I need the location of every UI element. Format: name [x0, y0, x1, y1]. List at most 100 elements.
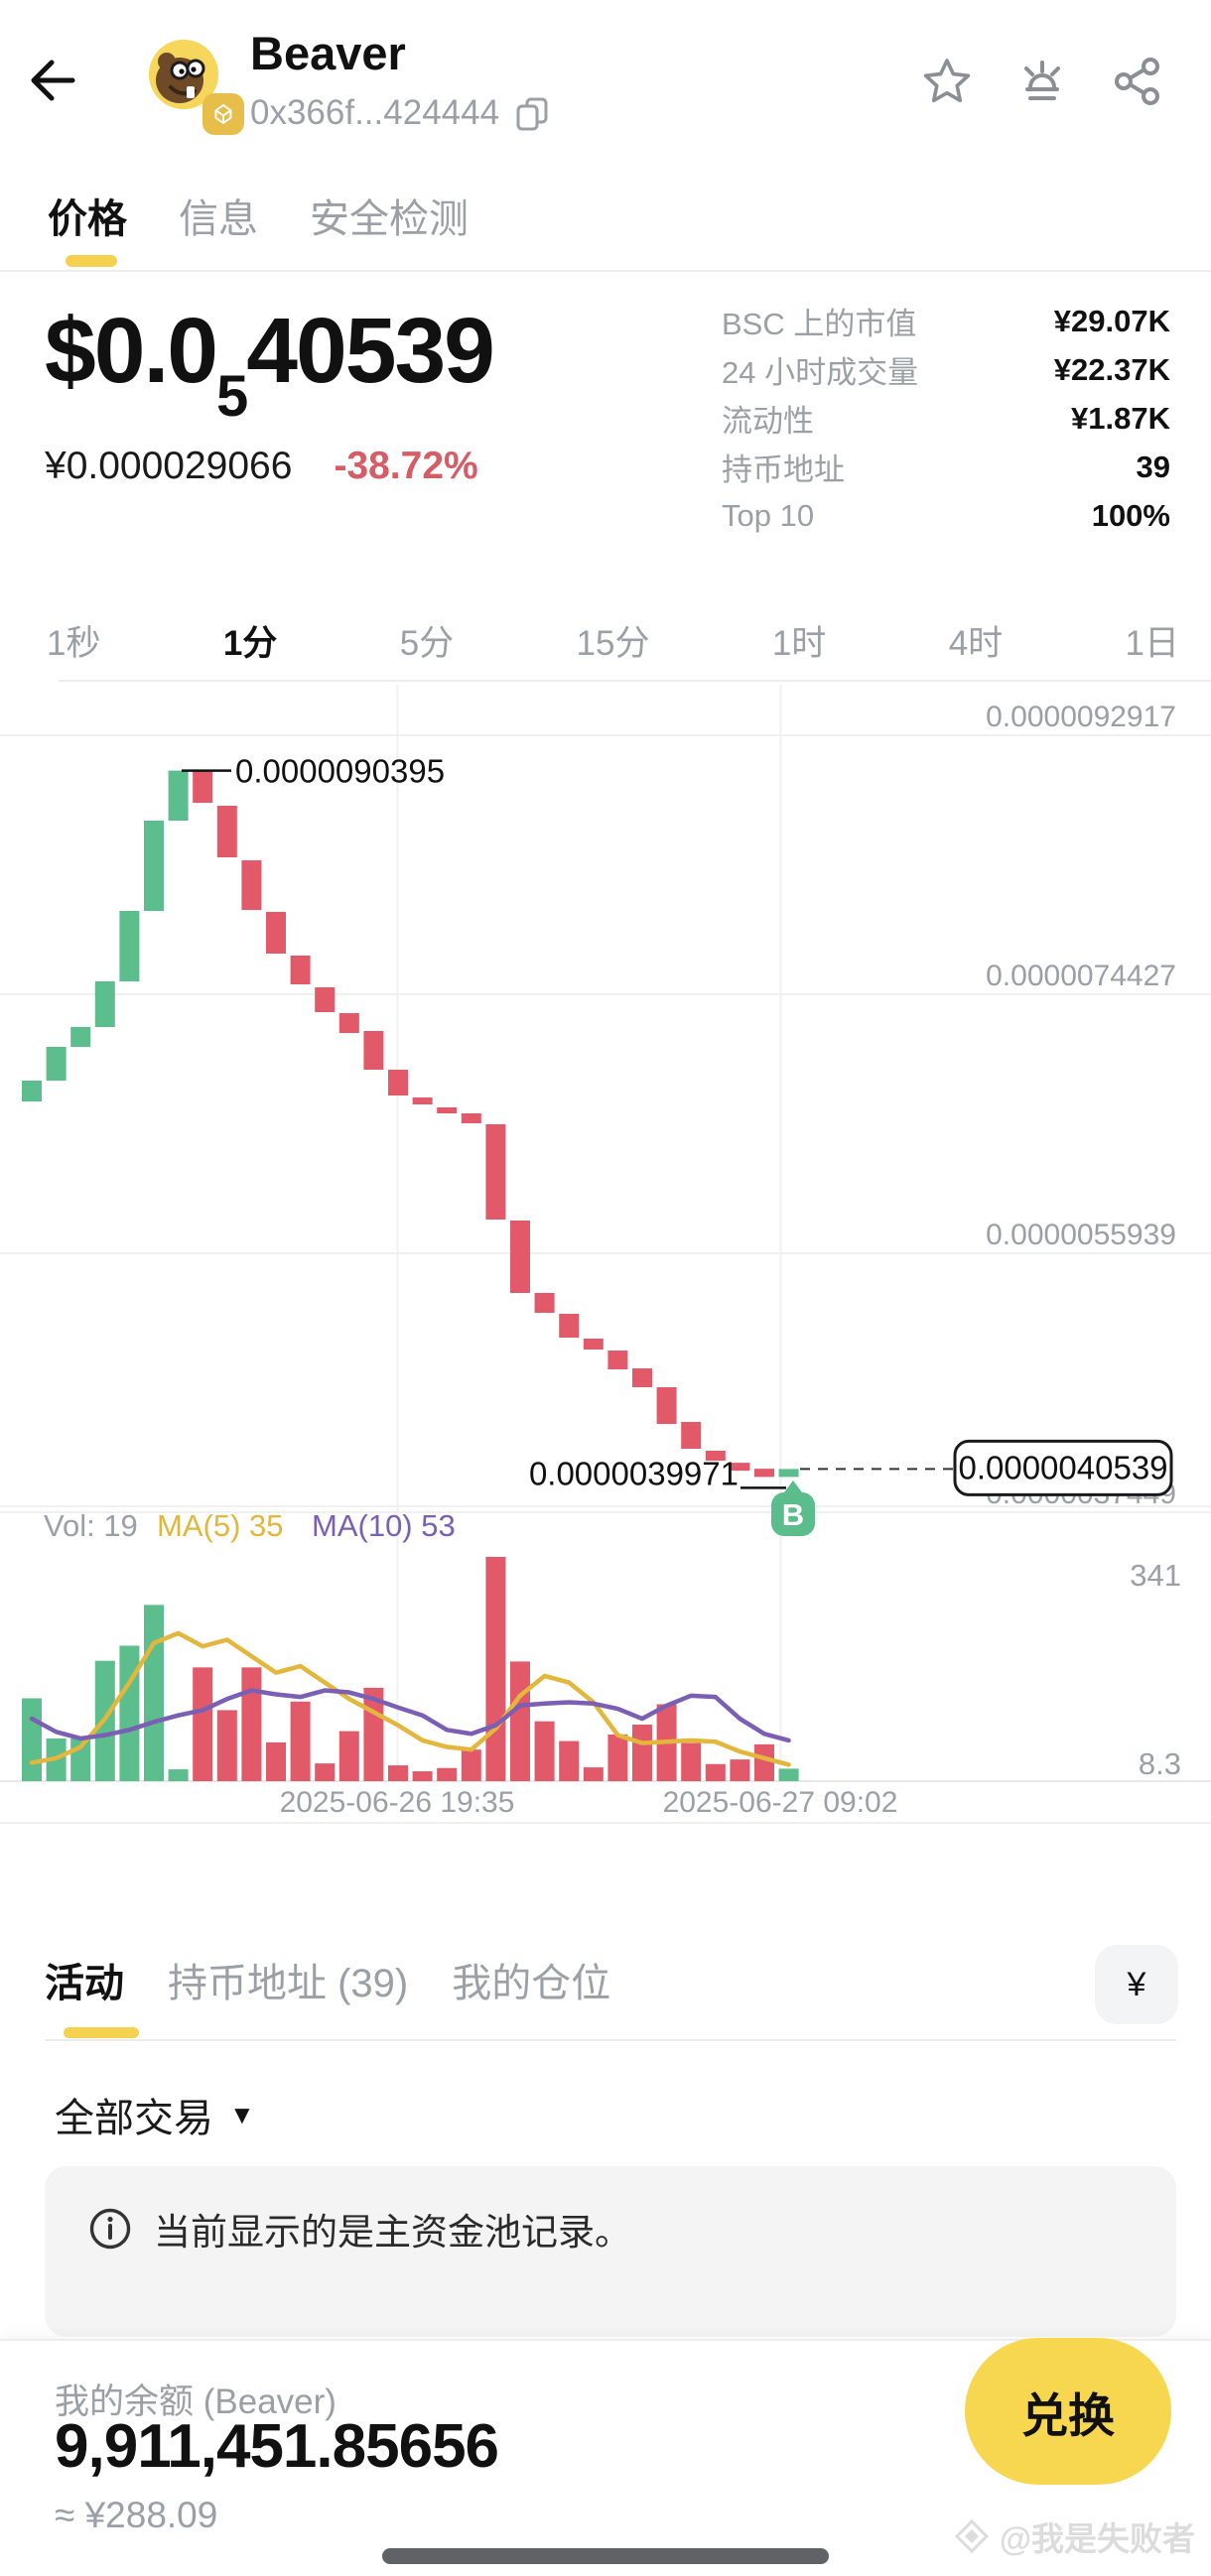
activity-tabs: 活动 持币地址 (39) 我的仓位: [45, 1951, 610, 2008]
timeframe-1m[interactable]: 1分: [222, 624, 278, 663]
volume-bar: [705, 1763, 726, 1781]
candle: [534, 1292, 555, 1313]
tab-price[interactable]: 价格: [48, 197, 127, 241]
home-indicator[interactable]: [382, 2548, 829, 2564]
high-annotation: 0.0000090395: [182, 753, 445, 790]
swap-button[interactable]: 兑换: [965, 2338, 1171, 2485]
volume-bar: [607, 1734, 628, 1781]
candle: [338, 1013, 359, 1034]
stat-holders: 持币地址 39: [722, 449, 1170, 488]
candle: [241, 860, 262, 911]
notice-text: 当前显示的是主资金池记录。: [154, 2212, 631, 2253]
beaver-logo-icon: [149, 40, 218, 109]
candle: [632, 1367, 652, 1387]
volume-bar: [778, 1768, 799, 1781]
candle: [510, 1221, 530, 1293]
cny-price: ¥0.000029066: [45, 445, 293, 487]
watermark: @我是失败者: [954, 2512, 1195, 2560]
svg-text:2025-06-27 09:02: 2025-06-27 09:02: [663, 1786, 898, 1819]
price-chart[interactable]: 0.0000092917 0.0000074427 0.0000055939 0.00…: [0, 685, 1211, 1826]
volume-axis-labels: 341 8.3: [1130, 1558, 1181, 1781]
timeframe-15m[interactable]: 15分: [576, 624, 650, 663]
share-icon[interactable]: [1112, 56, 1163, 107]
usd-price: $0.0540539: [45, 299, 495, 429]
candle: [705, 1451, 726, 1461]
candles: [22, 770, 799, 1478]
volume-bar: [632, 1725, 652, 1781]
copy-icon[interactable]: [513, 94, 551, 132]
candle: [144, 821, 164, 912]
tab-security-check[interactable]: 安全检测: [310, 197, 469, 241]
favorite-star-icon[interactable]: [921, 56, 973, 107]
tab-holders[interactable]: 持币地址 (39): [168, 1962, 409, 2005]
watermark-text: @我是失败者: [999, 2520, 1195, 2557]
timeframe-1s[interactable]: 1秒: [47, 624, 101, 663]
timeframe-4h[interactable]: 4时: [948, 624, 1004, 663]
back-button[interactable]: [26, 54, 79, 107]
balance-label: 我的余额 (Beaver): [55, 2383, 336, 2421]
volume-bar: [437, 1767, 458, 1781]
volume-bar: [144, 1605, 164, 1781]
svg-text:B: B: [782, 1497, 804, 1532]
currency-toggle-button[interactable]: ¥: [1095, 1945, 1178, 2024]
tab-info[interactable]: 信息: [179, 197, 258, 241]
svg-text:0.0000090395: 0.0000090395: [235, 753, 445, 790]
candle: [94, 981, 115, 1027]
candle: [730, 1463, 750, 1472]
contract-address-row[interactable]: 0x366f...424444: [250, 93, 551, 133]
volume-bar: [216, 1710, 237, 1781]
svg-text:MA(10) 53: MA(10) 53: [312, 1508, 456, 1543]
candle: [363, 1031, 384, 1071]
volume-bar: [412, 1771, 433, 1781]
stat-market-cap: BSC 上的市值 ¥29.07K: [722, 303, 1170, 342]
candle: [266, 912, 286, 955]
candle: [216, 806, 237, 858]
ma10-line: [29, 1688, 791, 1743]
volume-bar: [119, 1645, 140, 1781]
volume-bar: [193, 1667, 213, 1781]
chevron-down-icon: ▼: [229, 2099, 255, 2129]
price-alert-icon[interactable]: [1016, 56, 1068, 107]
volume-bar: [338, 1731, 359, 1781]
chart-gridlines: [0, 685, 1211, 1824]
candle: [583, 1339, 604, 1350]
price-change-percent: -38.72%: [334, 445, 478, 487]
candle: [388, 1070, 408, 1095]
volume-bar: [681, 1742, 702, 1781]
candle: [412, 1097, 433, 1104]
volume-bar: [388, 1765, 408, 1781]
header-divider: [0, 270, 1211, 272]
candle: [461, 1112, 481, 1123]
active-activity-tab-underline: [64, 2027, 139, 2038]
svg-text:Vol: 19: Vol: 19: [44, 1508, 138, 1543]
volume-bar: [461, 1749, 481, 1781]
candle: [46, 1047, 67, 1081]
timeframe-5m[interactable]: 5分: [399, 624, 455, 663]
svg-text:0.0000039971: 0.0000039971: [529, 1455, 739, 1491]
low-annotation: 0.0000039971: [529, 1455, 786, 1491]
buy-marker: B: [771, 1481, 815, 1536]
price-axis-labels: 0.00000929170.00000744270.00000559390.00…: [986, 701, 1176, 1510]
token-name: Beaver: [250, 27, 406, 79]
info-icon: [89, 2208, 131, 2250]
volume-bar: [168, 1769, 189, 1781]
candle: [754, 1469, 774, 1478]
candle: [681, 1422, 702, 1449]
candle: [168, 770, 189, 822]
candle: [656, 1386, 677, 1424]
trade-filter-dropdown[interactable]: 全部交易 ▼: [55, 2086, 255, 2143]
notice-banner: 当前显示的是主资金池记录。: [45, 2166, 1176, 2337]
timeframe-1d[interactable]: 1日: [1125, 624, 1179, 663]
timeframe-1h[interactable]: 1时: [771, 624, 827, 663]
stat-volume-24h: 24 小时成交量 ¥22.37K: [722, 351, 1170, 391]
svg-text:2025-06-26 19:35: 2025-06-26 19:35: [280, 1786, 515, 1819]
tab-activity[interactable]: 活动: [45, 1962, 124, 2005]
tab-my-position[interactable]: 我的仓位: [452, 1962, 611, 2005]
watermark-diamond-icon: [954, 2518, 989, 2554]
candle: [559, 1314, 580, 1338]
zero-count-subscript: 5: [216, 363, 248, 429]
bsc-chain-badge: [202, 93, 244, 135]
candle: [193, 770, 213, 804]
volume-bar: [241, 1667, 262, 1781]
